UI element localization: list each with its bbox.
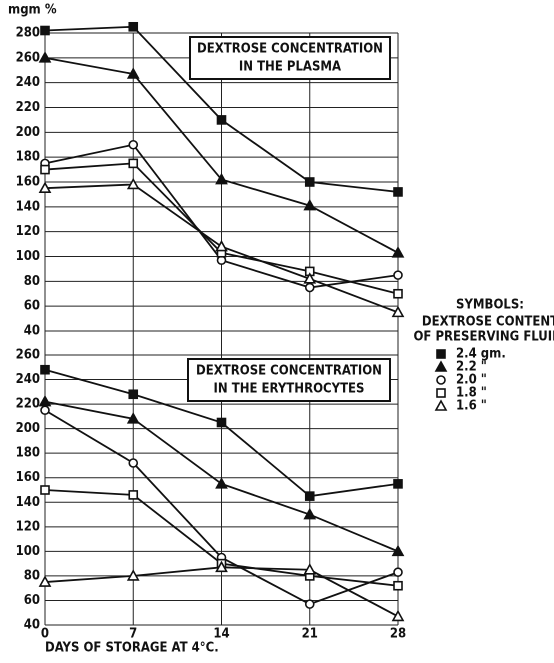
marker: [391, 246, 405, 258]
y-tick-label: 260: [16, 348, 40, 363]
panel-title: IN THE PLASMA: [239, 60, 341, 75]
marker: [126, 67, 140, 79]
y-axis-label: mgm %: [8, 3, 57, 18]
y-tick-label: 240: [16, 372, 40, 387]
marker: [40, 364, 50, 375]
marker: [126, 412, 140, 424]
legend-label: 2.0 ": [456, 373, 487, 388]
y-tick-label: 260: [16, 50, 40, 65]
y-tick-label: 100: [16, 249, 40, 264]
marker: [436, 375, 446, 385]
marker: [215, 477, 228, 489]
marker: [40, 164, 50, 175]
legend-subtitle: DEXTROSE CONTENT: [422, 315, 554, 330]
marker: [216, 115, 227, 125]
x-tick-label: 14: [213, 627, 229, 642]
x-tick-label: 0: [41, 627, 49, 642]
y-tick-label: 280: [16, 26, 40, 41]
marker: [434, 360, 448, 372]
marker: [128, 158, 139, 169]
marker: [304, 491, 315, 501]
marker: [434, 399, 448, 411]
marker: [126, 569, 140, 581]
legend-label: 1.6 ": [456, 399, 487, 414]
x-tick-label: 28: [390, 627, 406, 642]
marker: [38, 394, 52, 407]
marker: [436, 349, 446, 359]
legend-title: SYMBOLS:: [456, 298, 524, 313]
marker: [215, 172, 228, 185]
legend-label: 2.2 ": [456, 360, 487, 375]
y-tick-label: 160: [16, 175, 40, 190]
y-tick-label: 40: [24, 618, 40, 633]
panel-title: DEXTROSE CONCENTRATION: [197, 42, 383, 57]
marker: [303, 272, 317, 284]
marker: [303, 507, 317, 520]
y-tick-label: 200: [16, 421, 40, 436]
marker: [215, 560, 228, 573]
marker: [304, 177, 315, 187]
marker: [126, 177, 140, 190]
marker: [393, 187, 403, 197]
marker: [391, 305, 405, 318]
panel-title: DEXTROSE CONCENTRATION: [196, 364, 382, 379]
marker: [393, 479, 403, 489]
y-tick-label: 140: [16, 199, 40, 214]
marker: [38, 181, 52, 194]
y-tick-label: 60: [24, 593, 40, 608]
marker: [391, 544, 405, 557]
x-tick-label: 7: [129, 627, 137, 642]
marker: [393, 270, 403, 280]
marker: [304, 282, 315, 293]
marker: [436, 388, 446, 398]
marker: [40, 405, 50, 416]
y-tick-label: 100: [16, 544, 40, 559]
legend-label: 1.8 ": [456, 386, 487, 401]
x-axis-label: DAYS OF STORAGE AT 4°C.: [45, 641, 219, 656]
marker: [38, 51, 52, 63]
y-tick-label: 220: [16, 100, 40, 115]
marker: [303, 563, 317, 575]
y-tick-label: 180: [16, 446, 40, 461]
y-tick-label: 120: [16, 224, 40, 239]
title-box: [187, 358, 391, 402]
y-tick-label: 80: [24, 568, 40, 583]
y-tick-label: 40: [24, 324, 40, 339]
marker: [40, 485, 50, 495]
marker: [128, 490, 139, 500]
title-box: [189, 36, 391, 80]
marker: [128, 389, 139, 400]
marker: [128, 458, 139, 468]
marker: [128, 21, 139, 32]
marker: [38, 575, 52, 587]
panel-title: IN THE ERYTHROCYTES: [214, 382, 365, 397]
marker: [40, 25, 50, 36]
y-tick-label: 120: [16, 519, 40, 534]
marker: [393, 567, 403, 578]
y-tick-label: 180: [16, 150, 40, 165]
marker: [303, 198, 317, 211]
marker: [215, 239, 228, 252]
legend-label: 2.4 gm.: [456, 347, 506, 362]
marker: [216, 417, 227, 428]
y-tick-label: 60: [24, 299, 40, 314]
y-tick-label: 240: [16, 75, 40, 90]
legend-subtitle: OF PRESERVING FLUID:: [413, 330, 554, 345]
x-tick-label: 21: [302, 627, 318, 642]
marker: [393, 288, 403, 299]
y-tick-label: 160: [16, 470, 40, 485]
marker: [391, 609, 405, 622]
y-tick-label: 140: [16, 495, 40, 510]
marker: [304, 599, 315, 609]
y-tick-label: 200: [16, 125, 40, 140]
marker: [128, 139, 139, 150]
y-tick-label: 220: [16, 397, 40, 412]
y-tick-label: 80: [24, 274, 40, 289]
marker: [393, 580, 403, 591]
